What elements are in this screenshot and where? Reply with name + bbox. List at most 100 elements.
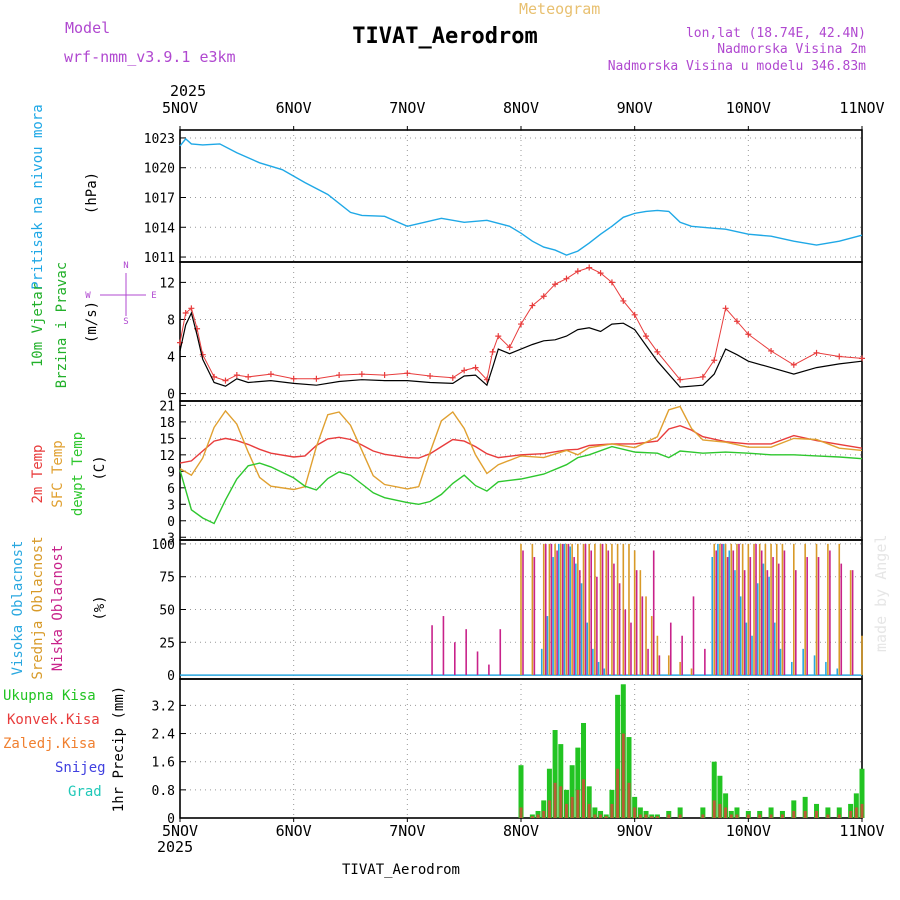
legend-snijeg: Snijeg [55, 760, 106, 776]
y-tick-label: -3 [159, 531, 175, 546]
precip-total-bar [677, 807, 683, 818]
precip-conv-bar [860, 803, 864, 818]
model-elevation-label: Nadmorska Visina u modelu 346.83m [608, 59, 866, 74]
y-tick-label: 12 [159, 449, 175, 464]
precip-total-bar [586, 786, 592, 818]
y-tick-label: 1011 [144, 251, 175, 266]
precip-total-bar [717, 775, 723, 818]
gust-marker [472, 364, 479, 371]
precip-conv-bar [849, 810, 853, 818]
precip-conv-bar [638, 814, 642, 818]
dewpt-line [179, 445, 863, 525]
cloud-ylabel: Visoka Oblacnost [10, 541, 26, 676]
precip-conv-bar [559, 786, 563, 818]
gust-marker [313, 375, 320, 382]
credit-label: made by Angel [872, 535, 890, 652]
gust-marker [222, 377, 229, 384]
time-axis: 5NOV 5NOV 6NOV 6NOV 7NOV 7NOV 8NOV 8NOV 9NOV 9NOV… [162, 99, 885, 840]
gust-marker [563, 275, 570, 282]
precip-conv-bar [627, 782, 631, 818]
legend-ukupna-kisa: Ukupna Kisa [3, 688, 96, 704]
precip-total-bar [541, 800, 547, 818]
bottom-date-label: 10NOV [726, 822, 771, 840]
precip-conv-bar [667, 814, 671, 818]
precip-conv-bar [604, 816, 608, 818]
precip-conv-bar [536, 814, 540, 818]
y-tick-label: 1023 [144, 132, 175, 147]
temp-sfc-line [179, 405, 863, 491]
top-date-label: 5NOV [162, 99, 198, 117]
precip-conv-bar [616, 768, 620, 818]
precip-total-bar [575, 747, 581, 818]
gust-marker [489, 348, 496, 355]
pressure-line [179, 137, 863, 256]
wind-compass: N S W E [85, 261, 156, 327]
precip-total-bar [768, 807, 774, 818]
precip-total-bar [825, 807, 831, 818]
precip-total-bar [859, 768, 865, 818]
precip-conv-bar [542, 810, 546, 818]
precip-total-bar [615, 694, 621, 818]
precip-total-bar [853, 793, 859, 818]
gust-marker [404, 370, 411, 377]
precip-conv-bar [701, 814, 705, 818]
gust-marker [495, 333, 502, 340]
precip-total-bar [626, 737, 632, 818]
precip-total-bar [546, 768, 552, 818]
cloud-unit: (%) [92, 595, 108, 620]
precip-conv-bar [587, 803, 591, 818]
gust-marker [552, 281, 559, 288]
y-tick-label: 6 [167, 482, 175, 497]
gust-marker [267, 371, 274, 378]
precip-conv-bar [655, 816, 659, 818]
y-tick-label: 8 [167, 313, 175, 328]
precip-conv-bar [803, 810, 807, 818]
temp-unit: (C) [92, 455, 108, 480]
precip-conv-bar [678, 814, 682, 818]
gust-marker [182, 309, 189, 316]
bottom-date-label: 6NOV [276, 822, 312, 840]
gust-marker [620, 297, 627, 304]
precip-conv-bar [553, 782, 557, 818]
gust-marker [597, 270, 604, 277]
bottom-date-label: 5NOV [162, 822, 198, 840]
precip-conv-bar [599, 814, 603, 818]
y-tick-label: 50 [159, 604, 175, 619]
precip-total-bar [711, 761, 717, 818]
cloud-ylabel-3: Niska Oblacnost [50, 545, 66, 671]
gust-marker [211, 373, 218, 380]
precip-total-bar [802, 796, 808, 818]
precip-conv-bar [837, 814, 841, 818]
gust-marker [540, 293, 547, 300]
precip-conv-bar [582, 779, 586, 818]
gust-marker [836, 353, 843, 360]
precip-conv-bar [621, 733, 625, 818]
compass-north: N [123, 261, 128, 271]
y-tick-label: 1017 [144, 191, 175, 206]
temp-ylabel: 2m Temp [30, 444, 46, 503]
pressure-unit: (hPa) [84, 172, 100, 214]
wind-ylabel-2: Brzina i Pravac [54, 262, 70, 388]
y-tick-label: 0 [167, 812, 175, 827]
gust-marker [506, 344, 513, 351]
gust-marker [290, 375, 297, 382]
gust-marker [529, 302, 536, 309]
gust-marker [199, 351, 206, 358]
cloud-ylabel-2: Srednja Oblacnost [30, 536, 46, 679]
gust-marker [813, 349, 820, 356]
y-tick-label: 2.4 [152, 728, 176, 743]
y-tick-label: 4 [167, 351, 175, 366]
wind-panel: 0 4 8 12 [159, 261, 865, 403]
precip-total-bar [518, 765, 524, 818]
y-tick-label: 12 [159, 276, 175, 291]
product-label: Meteogram [519, 0, 600, 18]
precip-total-bar [637, 807, 643, 818]
top-date-label: 10NOV [726, 99, 771, 117]
top-date-label: 9NOV [617, 99, 653, 117]
legend-zaledj-kisa: Zaledj.Kisa [3, 736, 96, 752]
gust-marker [518, 321, 524, 328]
y-tick-label: 3.2 [152, 699, 175, 714]
gust-marker [586, 264, 593, 271]
